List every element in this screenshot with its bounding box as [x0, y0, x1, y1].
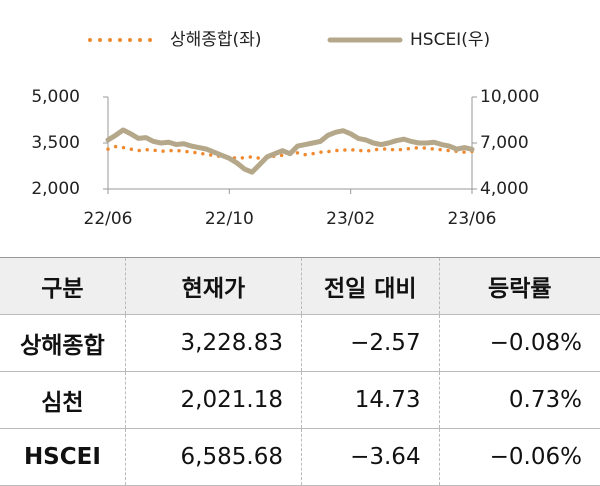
x-tick-label: 23/06 [448, 209, 497, 229]
y2-tick-label: 4,000 [480, 179, 529, 199]
table-row: 심천 2,021.18 14.73 0.73% [0, 371, 600, 429]
cell: −0.08% [438, 314, 600, 372]
cell: 0.73% [438, 371, 600, 429]
chart: 2,000 3,500 5,000 4,000 7,000 10,000 22/06 22/1… [31, 30, 539, 229]
y-tick-label: 2,000 [31, 179, 80, 199]
series-line [105, 127, 475, 175]
legend-label: 상해종합(좌) [170, 30, 261, 50]
y-tick-label: 5,000 [31, 87, 80, 107]
cell: −3.64 [300, 428, 440, 486]
y2-tick-label: 10,000 [480, 87, 539, 107]
legend-label: HSCEI(우) [410, 30, 490, 50]
cell: 2,021.18 [124, 371, 302, 429]
header-cell: 전일 대비 [300, 257, 440, 315]
cell: −2.57 [300, 314, 440, 372]
table-row: HSCEI 6,585.68 −3.64 −0.06% [0, 428, 600, 486]
table-header: 구분 현재가 전일 대비 등락률 [0, 257, 600, 315]
x-tick-label: 23/02 [326, 209, 375, 229]
row-name: 심천 [0, 371, 126, 429]
y-tick-label: 3,500 [31, 133, 80, 153]
cell: 3,228.83 [124, 314, 302, 372]
table-row: 상해종합 3,228.83 −2.57 −0.08% [0, 314, 600, 372]
cell: 14.73 [300, 371, 440, 429]
header-cell: 구분 [0, 257, 126, 315]
row-name: HSCEI [0, 428, 126, 486]
x-tick-label: 22/10 [205, 209, 254, 229]
cell: 6,585.68 [124, 428, 302, 486]
row-name: 상해종합 [0, 314, 126, 372]
quote-table: 구분 현재가 전일 대비 등락률 상해종합 3,228.83 −2.57 −0.… [0, 257, 600, 486]
x-tick-label: 22/06 [84, 209, 133, 229]
y2-tick-label: 7,000 [480, 133, 529, 153]
cell: −0.06% [438, 428, 600, 486]
header-cell: 현재가 [124, 257, 302, 315]
header-cell: 등락률 [438, 257, 600, 315]
